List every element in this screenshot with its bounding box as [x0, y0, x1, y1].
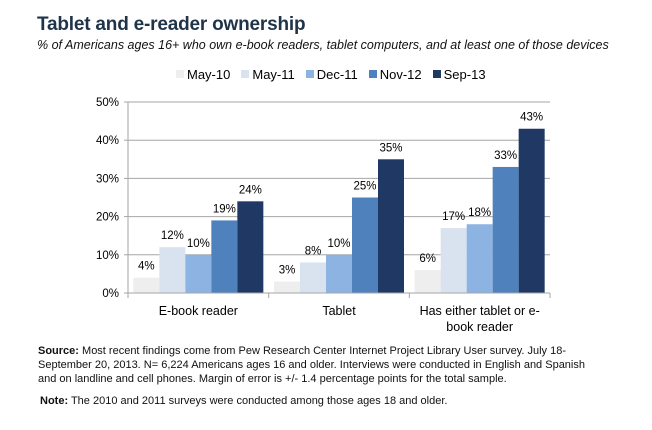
legend: May-10 May-11 Dec-11 Nov-12 Sep-13 [176, 66, 497, 82]
legend-item: May-10 [176, 67, 230, 82]
bar-may-10 [414, 270, 441, 293]
legend-label: Dec-11 [316, 66, 358, 82]
x-category-label: Tablet [322, 304, 356, 318]
y-tick-label: 10% [96, 250, 119, 262]
chart-title: Tablet and e-reader ownership [37, 14, 306, 35]
chart-subtitle: % of Americans ages 16+ who own e-book r… [37, 38, 609, 52]
y-tick-label: 20% [96, 212, 119, 224]
source-note: Source: Most recent findings come from P… [38, 344, 598, 386]
y-tick-label: 30% [96, 173, 119, 185]
legend-swatch [176, 70, 184, 78]
bar-may-10 [133, 277, 160, 293]
bar-chart: 0% 10% 20% 30% 40% 50% 4% 3% 6% 12% 8% 17% 10% 10% 18%… [96, 97, 551, 334]
note-text: The 2010 and 2011 surveys were conducted… [68, 395, 448, 407]
data-label: 12% [161, 230, 184, 242]
legend-item: Sep-13 [432, 66, 486, 82]
data-label: 25% [353, 181, 376, 193]
bar-may-11 [440, 228, 467, 293]
data-label: 18% [468, 207, 491, 219]
note-label: Note: [40, 395, 69, 407]
data-label: 19% [213, 203, 236, 215]
data-label: 17% [442, 211, 465, 223]
bar-nov-12 [492, 166, 519, 293]
bar-dec-11 [185, 254, 212, 293]
bar-may-11 [159, 247, 186, 293]
y-tick-label: 40% [96, 135, 119, 147]
data-label: 33% [494, 150, 517, 162]
bar-dec-11 [326, 254, 352, 293]
legend-item: Dec-11 [305, 66, 358, 82]
source-label: Source: [38, 345, 79, 357]
x-category-label: book reader [446, 320, 513, 334]
source-text: Most recent findings come from Pew Resea… [38, 345, 585, 385]
bar-nov-12 [211, 220, 238, 293]
legend-item: Nov-12 [368, 66, 422, 82]
note: Note: The 2010 and 2011 surveys were con… [40, 394, 600, 408]
y-tick-label: 50% [96, 97, 119, 109]
data-label: 10% [327, 238, 350, 250]
legend-swatch [305, 70, 314, 78]
data-label: 43% [520, 112, 543, 124]
legend-swatch [368, 70, 377, 78]
bar-dec-11 [466, 224, 493, 293]
x-category-label: E-book reader [159, 304, 238, 318]
data-label: 24% [239, 184, 262, 196]
bar-sep-13 [237, 201, 264, 293]
x-category-label: Has either tablet or e- [420, 304, 540, 318]
legend-label: Sep-13 [443, 66, 486, 82]
data-label: 6% [419, 253, 436, 265]
data-label: 3% [279, 265, 296, 277]
data-label: 4% [138, 261, 155, 273]
legend-swatch [432, 70, 441, 78]
bar-sep-13 [378, 159, 404, 293]
bar-nov-12 [352, 197, 378, 293]
legend-label: May-11 [252, 66, 295, 82]
bar-sep-13 [518, 128, 545, 293]
data-label: 35% [379, 142, 402, 154]
bar-may-11 [300, 262, 326, 293]
data-label: 8% [305, 245, 322, 257]
legend-swatch [241, 70, 250, 78]
data-label: 10% [187, 238, 210, 250]
y-tick-label: 0% [102, 288, 119, 300]
legend-label: May-10 [187, 66, 231, 82]
legend-label: Nov-12 [379, 66, 422, 82]
legend-item: May-11 [241, 66, 295, 82]
bar-may-10 [274, 281, 300, 293]
